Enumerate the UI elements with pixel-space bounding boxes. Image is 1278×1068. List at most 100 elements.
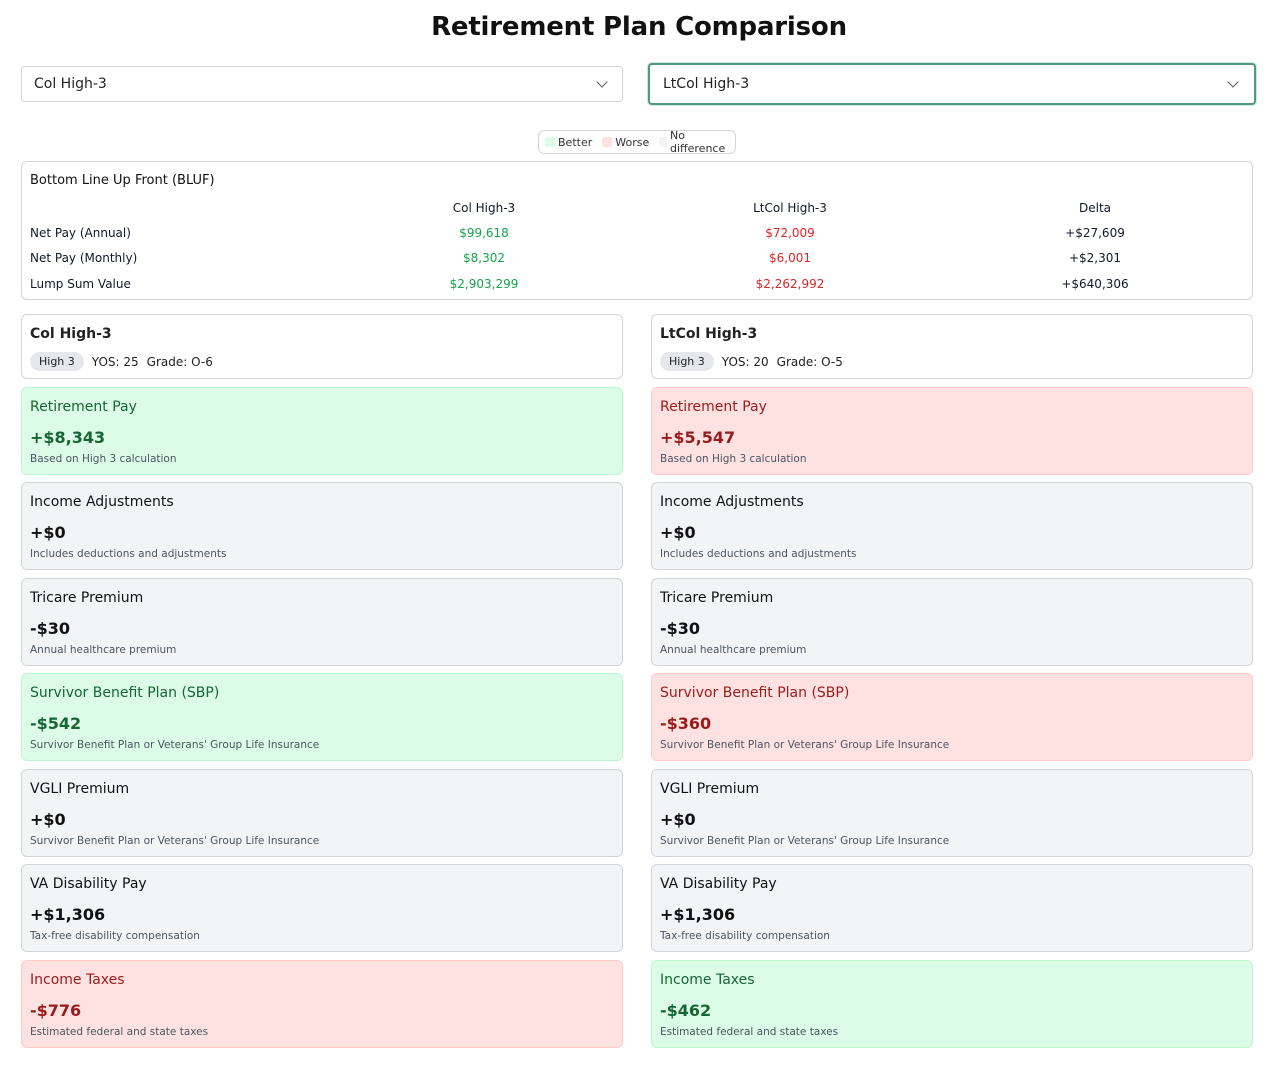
card-description: Based on High 3 calculation bbox=[30, 453, 177, 465]
card-description: Estimated federal and state taxes bbox=[660, 1026, 839, 1038]
card-description: Survivor Benefit Plan or Veterans' Group… bbox=[660, 739, 950, 751]
card-sbp-right: Survivor Benefit Plan (SBP) -$360 Survivor… bbox=[651, 673, 1253, 761]
card-value: +$0 bbox=[660, 810, 696, 829]
card-description: Annual healthcare premium bbox=[660, 644, 807, 656]
legend-worse: Worse bbox=[602, 136, 649, 149]
card-title: VGLI Premium bbox=[30, 781, 130, 797]
card-va-disability-pay-left: VA Disability Pay +$1,306 Tax-free disabil… bbox=[21, 864, 623, 952]
card-description: Survivor Benefit Plan or Veterans' Group… bbox=[30, 739, 320, 751]
legend: Better Worse No difference bbox=[538, 129, 736, 155]
plan-header-right: LtCol High-3 High 3 YOS: 20 Grade: O-5 bbox=[651, 314, 1253, 379]
legend-no-difference: No difference bbox=[659, 129, 727, 155]
bluf-header-row: Col High-3 LtCol High-3 Delta bbox=[22, 201, 1252, 221]
card-title: VA Disability Pay bbox=[30, 876, 147, 892]
plan-select-left[interactable]: Col High-3 bbox=[21, 66, 623, 102]
plan-grade: Grade: O-5 bbox=[776, 354, 843, 369]
plan-grade: Grade: O-6 bbox=[146, 354, 213, 369]
card-title: Income Adjustments bbox=[660, 494, 804, 510]
plan-meta: High 3 YOS: 25 Grade: O-6 bbox=[30, 352, 213, 371]
card-value: +$0 bbox=[30, 810, 66, 829]
bluf-row: Net Pay (Annual) $99,618 $72,009 +$27,60… bbox=[22, 226, 1252, 246]
bluf-value-a: $99,618 bbox=[459, 226, 509, 240]
plan-yos: YOS: 25 bbox=[91, 354, 139, 369]
card-description: Survivor Benefit Plan or Veterans' Group… bbox=[660, 835, 950, 847]
card-title: Tricare Premium bbox=[660, 590, 774, 606]
bluf-value-b: $72,009 bbox=[765, 226, 815, 240]
card-value: -$30 bbox=[660, 619, 701, 638]
legend-worse-label: Worse bbox=[615, 135, 650, 149]
card-title: Survivor Benefit Plan (SBP) bbox=[30, 685, 220, 701]
legend-no-difference-label: No difference bbox=[670, 129, 726, 155]
bluf-row-label: Lump Sum Value bbox=[30, 277, 131, 291]
bluf-heading: Bottom Line Up Front (BLUF) bbox=[30, 173, 215, 188]
bluf-delta: +$27,609 bbox=[1065, 226, 1125, 240]
plan-select-left-value: Col High-3 bbox=[34, 76, 107, 92]
card-value: +$0 bbox=[660, 523, 696, 542]
plan-select-right[interactable]: LtCol High-3 bbox=[648, 63, 1256, 105]
plan-meta: High 3 YOS: 20 Grade: O-5 bbox=[660, 352, 843, 371]
plan-name: Col High-3 bbox=[30, 326, 112, 342]
card-title: Tricare Premium bbox=[30, 590, 144, 606]
card-description: Annual healthcare premium bbox=[30, 644, 177, 656]
card-title: VA Disability Pay bbox=[660, 876, 777, 892]
legend-better: Better bbox=[545, 136, 592, 149]
card-sbp-left: Survivor Benefit Plan (SBP) -$542 Survivor… bbox=[21, 673, 623, 761]
card-value: -$542 bbox=[30, 714, 82, 733]
plan-type-badge: High 3 bbox=[660, 352, 714, 371]
card-value: +$0 bbox=[30, 523, 66, 542]
legend-swatch-worse bbox=[602, 137, 613, 147]
legend-swatch-better bbox=[545, 137, 555, 147]
card-value: +$1,306 bbox=[30, 905, 106, 924]
bluf-value-a: $2,903,299 bbox=[449, 277, 519, 291]
card-title: Survivor Benefit Plan (SBP) bbox=[660, 685, 850, 701]
card-value: -$360 bbox=[660, 714, 712, 733]
legend-better-label: Better bbox=[558, 135, 593, 149]
card-va-disability-pay-right: VA Disability Pay +$1,306 Tax-free disabil… bbox=[651, 864, 1253, 952]
chevron-down-icon bbox=[596, 76, 608, 88]
bluf-row-label: Net Pay (Monthly) bbox=[30, 251, 138, 265]
bluf-value-b: $2,262,992 bbox=[755, 277, 825, 291]
bluf-panel: Bottom Line Up Front (BLUF) Col High-3 L… bbox=[21, 161, 1253, 300]
bluf-col-header: Col High-3 bbox=[452, 201, 516, 215]
card-title: Retirement Pay bbox=[660, 399, 767, 415]
bluf-value-a: $8,302 bbox=[463, 251, 505, 265]
card-description: Survivor Benefit Plan or Veterans' Group… bbox=[30, 835, 320, 847]
card-description: Includes deductions and adjustments bbox=[30, 548, 227, 560]
plan-name: LtCol High-3 bbox=[660, 326, 758, 342]
chevron-down-icon bbox=[1227, 76, 1239, 88]
card-income-adjustments-left: Income Adjustments +$0 Includes deductions… bbox=[21, 482, 623, 570]
bluf-row-label: Net Pay (Annual) bbox=[30, 226, 131, 240]
card-retirement-pay-right: Retirement Pay +$5,547 Based on High 3 cal… bbox=[651, 387, 1253, 475]
card-description: Estimated federal and state taxes bbox=[30, 1026, 209, 1038]
card-description: Tax-free disability compensation bbox=[30, 930, 200, 942]
plan-select-right-value: LtCol High-3 bbox=[663, 76, 750, 92]
plan-type-badge: High 3 bbox=[30, 352, 84, 371]
card-title: Retirement Pay bbox=[30, 399, 137, 415]
card-value: -$776 bbox=[30, 1001, 82, 1020]
card-value: +$1,306 bbox=[660, 905, 736, 924]
bluf-row: Lump Sum Value $2,903,299 $2,262,992 +$6… bbox=[22, 277, 1252, 297]
card-vgli-premium-right: VGLI Premium +$0 Survivor Benefit Plan or … bbox=[651, 769, 1253, 857]
card-value: +$5,547 bbox=[660, 428, 736, 447]
card-vgli-premium-left: VGLI Premium +$0 Survivor Benefit Plan or … bbox=[21, 769, 623, 857]
bluf-delta: +$640,306 bbox=[1061, 277, 1129, 291]
plan-yos: YOS: 20 bbox=[721, 354, 769, 369]
card-description: Includes deductions and adjustments bbox=[660, 548, 857, 560]
card-tricare-premium-right: Tricare Premium -$30 Annual healthcare pre… bbox=[651, 578, 1253, 666]
card-description: Based on High 3 calculation bbox=[660, 453, 807, 465]
bluf-row: Net Pay (Monthly) $8,302 $6,001 +$2,301 bbox=[22, 251, 1252, 271]
legend-swatch-no-difference bbox=[659, 137, 668, 147]
card-title: VGLI Premium bbox=[660, 781, 760, 797]
card-title: Income Adjustments bbox=[30, 494, 174, 510]
card-retirement-pay-left: Retirement Pay +$8,343 Based on High 3 cal… bbox=[21, 387, 623, 475]
bluf-col-header: LtCol High-3 bbox=[753, 201, 827, 215]
card-value: -$30 bbox=[30, 619, 71, 638]
plan-header-left: Col High-3 High 3 YOS: 25 Grade: O-6 bbox=[21, 314, 623, 379]
bluf-col-header: Delta bbox=[1078, 201, 1111, 215]
card-title: Income Taxes bbox=[660, 972, 755, 988]
card-income-taxes-right: Income Taxes -$462 Estimated federal and s… bbox=[651, 960, 1253, 1048]
card-value: -$462 bbox=[660, 1001, 712, 1020]
page-title: Retirement Plan Comparison bbox=[431, 12, 847, 42]
card-description: Tax-free disability compensation bbox=[660, 930, 830, 942]
bluf-delta: +$2,301 bbox=[1068, 251, 1122, 265]
